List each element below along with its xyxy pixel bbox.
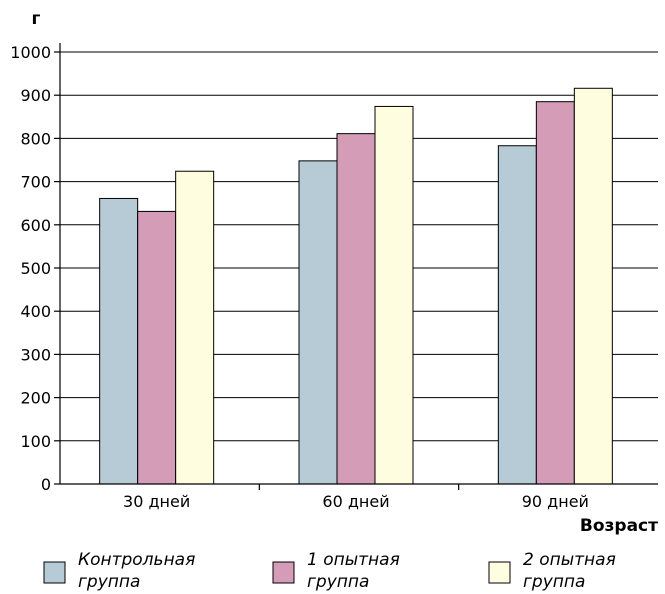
legend-label: группа	[78, 572, 140, 592]
y-tick-label: 500	[20, 259, 51, 278]
y-tick-label: 0	[41, 475, 51, 494]
x-axis-title: Возраст	[580, 516, 658, 536]
bar	[535, 101, 575, 485]
y-axis-title: г	[32, 9, 41, 29]
legend-swatch	[488, 561, 511, 584]
y-tick-label: 100	[20, 432, 51, 451]
y-tick-label: 800	[20, 129, 51, 148]
legend-label: 2 опытная	[523, 550, 616, 570]
y-tick-label: 200	[20, 389, 51, 408]
legend-label: группа	[307, 572, 369, 592]
bar	[137, 210, 177, 485]
axes	[54, 43, 658, 490]
legend-label: группа	[523, 572, 585, 592]
x-tick-labels: 30 дней 60 дней 90 дней	[123, 492, 589, 511]
y-tick-label: 700	[20, 173, 51, 192]
y-tick-label: 400	[20, 302, 51, 321]
x-tick-label: 60 дней	[322, 492, 389, 511]
legend-label: 1 опытная	[307, 550, 400, 570]
bar	[374, 105, 414, 485]
y-tick-label: 600	[20, 216, 51, 235]
x-tick-label: 30 дней	[123, 492, 190, 511]
legend-label: Контрольная	[78, 550, 195, 570]
y-tick-label: 300	[20, 345, 51, 364]
bar	[298, 160, 338, 485]
x-tick-label: 90 дней	[522, 492, 589, 511]
bar	[573, 87, 613, 485]
legend-swatch	[43, 561, 66, 584]
bar	[99, 197, 139, 485]
y-tick-label: 900	[20, 86, 51, 105]
bars	[99, 87, 613, 485]
bar	[336, 133, 376, 485]
bar	[175, 170, 215, 485]
y-tick-labels: 0 100 200 300 400 500 600 700 800 900 1000	[10, 43, 51, 494]
legend-swatch	[272, 561, 295, 584]
y-tick-label: 1000	[10, 43, 51, 62]
bar	[497, 145, 537, 485]
